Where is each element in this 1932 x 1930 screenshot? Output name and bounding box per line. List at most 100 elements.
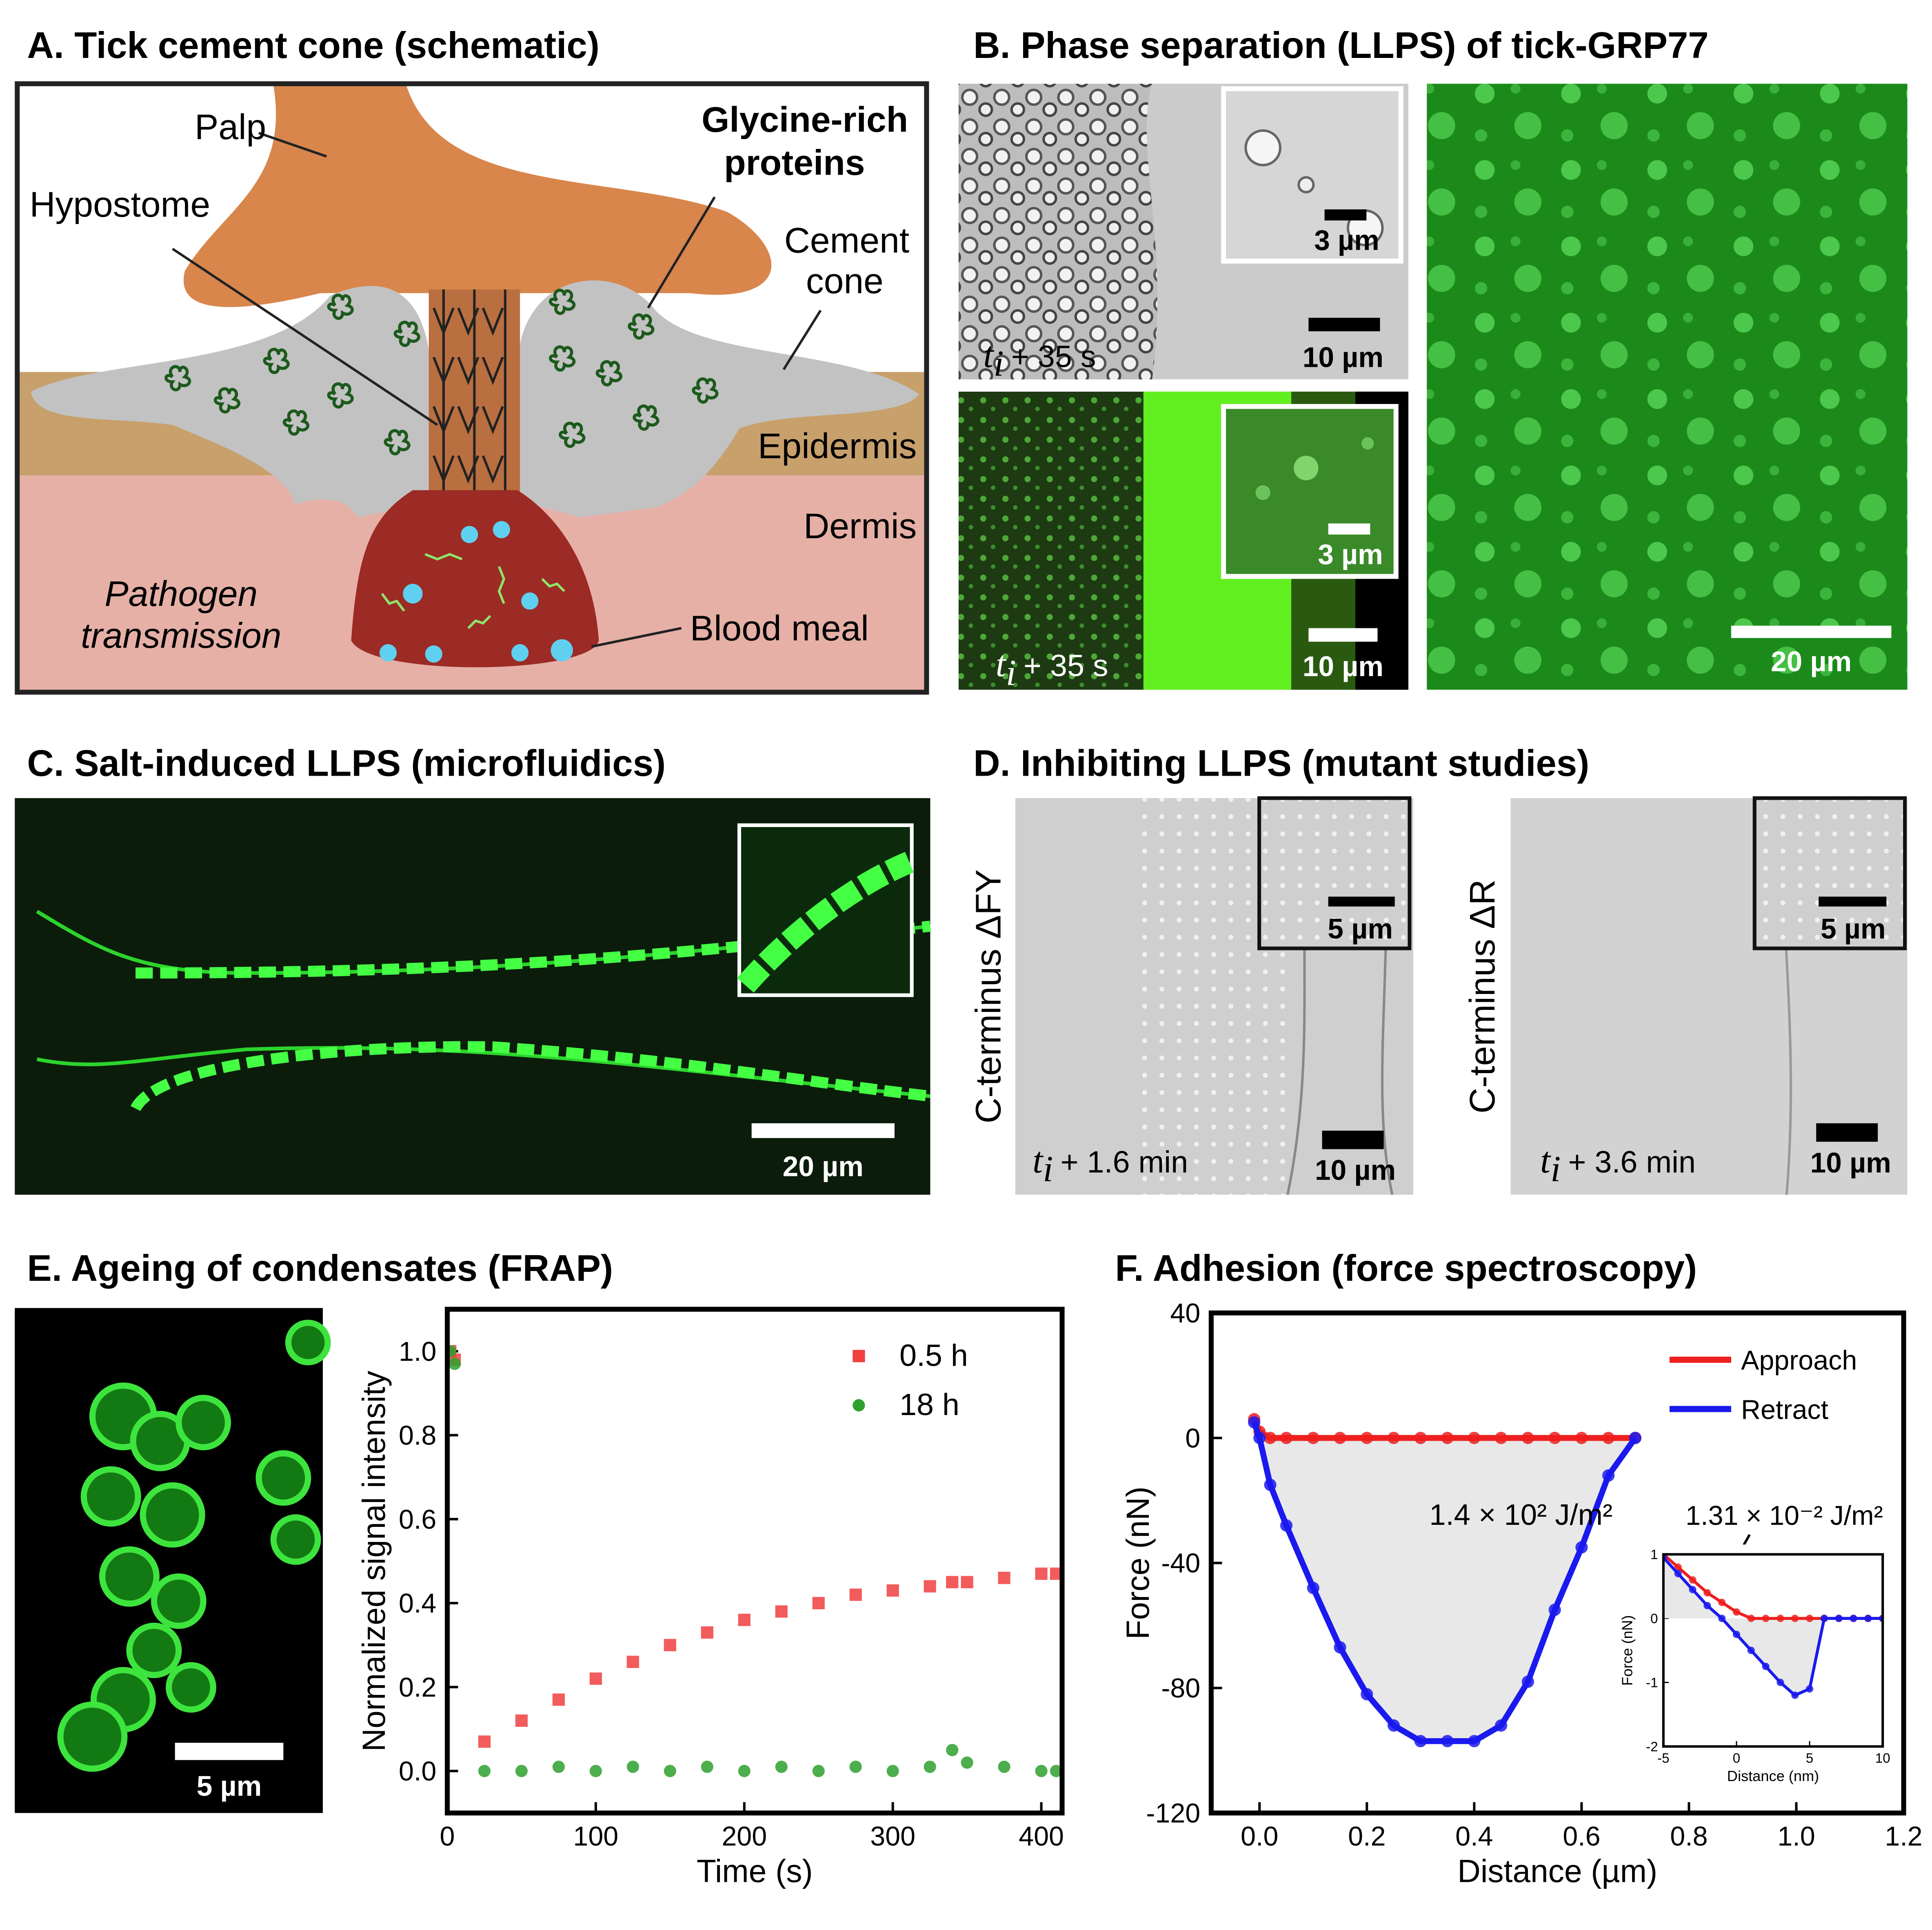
label: Epidermis: [758, 426, 917, 466]
scale-label: 20 µm: [783, 1151, 864, 1182]
point: [1035, 1567, 1048, 1580]
point: [886, 1584, 899, 1597]
point: [1703, 1602, 1711, 1609]
time: + 1.6 min: [1060, 1145, 1188, 1179]
point: [1777, 1615, 1784, 1622]
x-tick-label: 10: [1875, 1751, 1890, 1766]
point: [1307, 1432, 1319, 1444]
x-axis-label: Distance (µm): [1457, 1853, 1657, 1889]
point: [1441, 1735, 1454, 1748]
point: [849, 1760, 862, 1773]
y-axis-label: Force (nN): [1619, 1615, 1635, 1686]
point: [961, 1576, 973, 1588]
point: [1307, 1582, 1319, 1594]
point: [478, 1735, 491, 1748]
x-tick-label: -5: [1657, 1751, 1670, 1766]
x-tick-label: 0.8: [1670, 1821, 1708, 1852]
y-tick-label: 1.0: [399, 1337, 436, 1367]
strain-label: C-terminus ΔFY: [968, 870, 1008, 1124]
point: [1747, 1615, 1755, 1622]
point: [1689, 1576, 1697, 1584]
scale-label: 3 µm: [1318, 538, 1383, 570]
point: [1791, 1691, 1799, 1699]
plot: [1663, 1554, 1883, 1699]
point: [775, 1760, 788, 1773]
point: [1280, 1432, 1293, 1444]
x-tick-label: 0.0: [1241, 1821, 1278, 1852]
plot: [1248, 1413, 1641, 1748]
x-tick-label: 0.6: [1563, 1821, 1600, 1852]
point: [1689, 1586, 1697, 1593]
x-tick-label: 400: [1019, 1821, 1064, 1852]
label: Dermis: [804, 506, 917, 546]
scale-label: 10 µm: [1810, 1147, 1891, 1179]
y-tick-label: -2: [1646, 1739, 1658, 1755]
point: [738, 1765, 751, 1777]
x-tick-label: 0.4: [1455, 1821, 1493, 1852]
y-tick-label: -40: [1161, 1548, 1200, 1579]
point: [1747, 1646, 1755, 1654]
point: [626, 1760, 639, 1773]
time-symbol: t: [995, 643, 1006, 684]
plot-frame: [1208, 1310, 1906, 1816]
scale-label: 10 µm: [1303, 342, 1383, 373]
time-subscript: i: [1006, 652, 1016, 693]
micrograph: [15, 798, 931, 1195]
annotation: 1.31 × 10⁻² J/m²: [1686, 1501, 1883, 1531]
point: [1806, 1685, 1814, 1693]
schematic: [15, 81, 929, 695]
point: [1334, 1432, 1346, 1444]
point: [1575, 1432, 1588, 1444]
point: [701, 1760, 713, 1773]
adhesion-area: [1663, 1557, 1883, 1695]
x-axis-label: Distance (nm): [1727, 1768, 1819, 1784]
panel-title: F. Adhesion (force spectroscopy): [1115, 1248, 1697, 1289]
point: [1732, 1631, 1741, 1638]
point: [1602, 1432, 1615, 1444]
point: [1548, 1604, 1561, 1616]
time-symbol: t: [1033, 1140, 1044, 1181]
scale-label: 10 µm: [1303, 650, 1383, 682]
point: [924, 1580, 936, 1593]
time-subscript: i: [1550, 1148, 1561, 1189]
point: [1762, 1615, 1770, 1622]
point: [1495, 1432, 1508, 1444]
point: [1414, 1735, 1427, 1748]
plot-frame: [1662, 1553, 1884, 1748]
micrograph: [1015, 796, 1908, 1195]
point: [664, 1639, 676, 1651]
point: [701, 1626, 713, 1639]
point: [775, 1605, 788, 1618]
point: [849, 1588, 862, 1601]
plot-frame: [444, 1307, 1065, 1816]
y-tick-label: 1: [1650, 1547, 1658, 1562]
x-tick-label: 300: [870, 1821, 915, 1852]
x-tick-label: 0: [1733, 1751, 1740, 1766]
x-axis-label: Time (s): [697, 1853, 813, 1889]
time-label: ti + 1.6 min: [1033, 1140, 1188, 1189]
plot: [447, 1345, 1062, 1777]
y-tick-label: 0.4: [399, 1588, 436, 1619]
point: [552, 1693, 565, 1706]
point: [1441, 1432, 1454, 1444]
point: [1334, 1641, 1346, 1654]
point: [1806, 1615, 1814, 1622]
point: [1835, 1615, 1843, 1622]
panel-title: A. Tick cement cone (schematic): [27, 25, 599, 66]
point: [1762, 1662, 1770, 1670]
time-subscript: i: [1043, 1148, 1053, 1189]
point: [1521, 1675, 1534, 1688]
point: [1629, 1432, 1641, 1444]
strain-label: C-terminus ΔR: [1462, 879, 1502, 1114]
point: [1495, 1719, 1508, 1732]
point: [1035, 1765, 1048, 1777]
point: [552, 1760, 565, 1773]
x-tick-label: 200: [722, 1821, 767, 1852]
legend-swatch: [853, 1399, 865, 1412]
y-tick-label: 0: [1650, 1611, 1658, 1626]
point: [998, 1572, 1010, 1584]
time: + 3.6 min: [1568, 1145, 1696, 1179]
label: Pathogen: [104, 574, 258, 614]
series-line: [1663, 1556, 1883, 1697]
time-symbol: t: [1540, 1140, 1551, 1181]
